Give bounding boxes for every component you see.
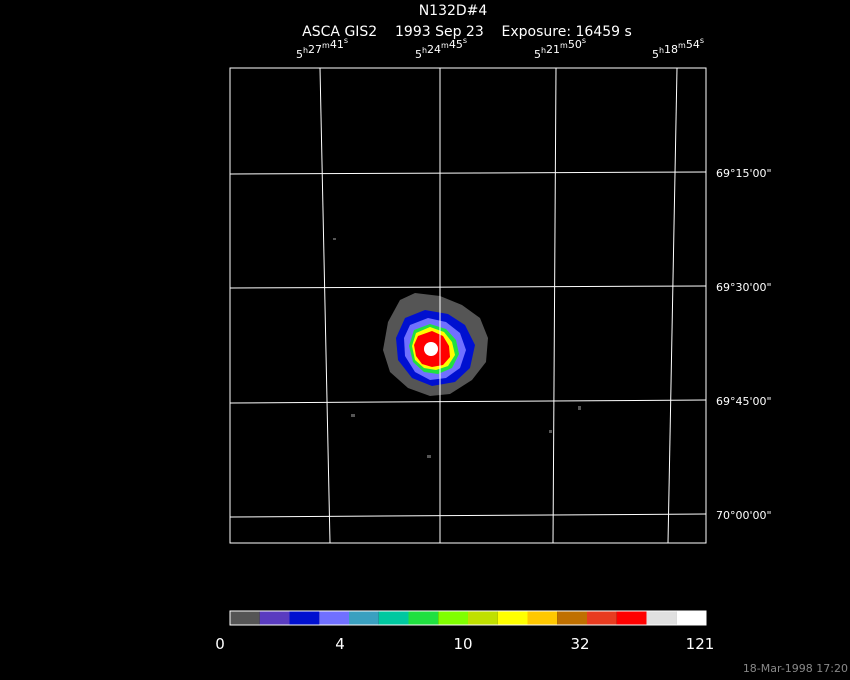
- colorbar-segment: [349, 611, 379, 625]
- colorbar-tick-label: 32: [570, 635, 589, 653]
- colorbar-frame: [229, 610, 707, 626]
- colorbar-segment: [289, 611, 320, 625]
- title: N132D#4: [419, 3, 488, 19]
- image: [229, 67, 707, 544]
- colorbar-segment: [259, 611, 290, 625]
- ra-m: 18: [664, 43, 678, 56]
- colorbar-tick-label: 4: [335, 635, 345, 653]
- ra-unit: s: [582, 36, 586, 45]
- ra-s: 50: [568, 38, 582, 51]
- ra-m: 27: [308, 43, 322, 56]
- colorbar-tick-label: 0: [215, 635, 225, 653]
- ra-h: 5: [652, 48, 659, 61]
- ra-unit: m: [322, 41, 330, 50]
- colorbar-tick-label: 10: [453, 635, 472, 653]
- ra-unit: h: [541, 46, 546, 55]
- colorbar: 0 4 10 32 121: [215, 610, 715, 653]
- ra-label: 5h24m45s: [415, 36, 467, 61]
- subtitle: ASCA GIS2 1993 Sep 23 Exposure: 16459 s: [302, 24, 632, 40]
- ra-unit: s: [344, 36, 348, 45]
- colorbar-segment: [676, 611, 706, 625]
- ra-label: 5h18m54s: [652, 36, 704, 61]
- colorbar-segment: [587, 611, 617, 625]
- ra-m: 21: [546, 43, 560, 56]
- ra-unit: m: [678, 41, 686, 50]
- ra-s: 54: [686, 38, 700, 51]
- colorbar-segment: [319, 611, 349, 625]
- ra-h: 5: [534, 48, 541, 61]
- ra-unit: h: [303, 46, 308, 55]
- ra-m: 24: [427, 43, 441, 56]
- ra-unit: m: [441, 41, 449, 50]
- colorbar-segment: [527, 611, 558, 625]
- dec-labels: 69°15'00" 69°30'00" 69°45'00" 70°00'00": [716, 167, 772, 522]
- dec-label: 69°30'00": [716, 281, 772, 294]
- colorbar-segment: [646, 611, 677, 625]
- ra-h: 5: [415, 48, 422, 61]
- ra-unit: s: [700, 36, 704, 45]
- ra-label: 5h27m41s: [296, 36, 348, 61]
- dec-label: 69°45'00": [716, 395, 772, 408]
- colorbar-segment: [497, 611, 528, 625]
- ra-unit: s: [463, 36, 467, 45]
- dec-label: 69°15'00": [716, 167, 772, 180]
- ra-label: 5h21m50s: [534, 36, 586, 61]
- ra-unit: h: [422, 46, 427, 55]
- ra-s: 45: [449, 38, 463, 51]
- ra-h: 5: [296, 48, 303, 61]
- colorbar-segment: [438, 611, 468, 625]
- colorbar-segment: [616, 611, 647, 625]
- ra-s: 41: [330, 38, 344, 51]
- dec-label: 70°00'00": [716, 509, 772, 522]
- colorbar-segment: [230, 611, 260, 625]
- colorbar-segment: [557, 611, 587, 625]
- ra-unit: h: [659, 46, 664, 55]
- colorbar-tick-label: 121: [686, 635, 715, 653]
- colorbar-segment: [468, 611, 498, 625]
- colorbar-segment: [408, 611, 439, 625]
- colorbar-segment: [378, 611, 409, 625]
- ra-unit: m: [560, 41, 568, 50]
- timestamp: 18-Mar-1998 17:20: [743, 662, 848, 675]
